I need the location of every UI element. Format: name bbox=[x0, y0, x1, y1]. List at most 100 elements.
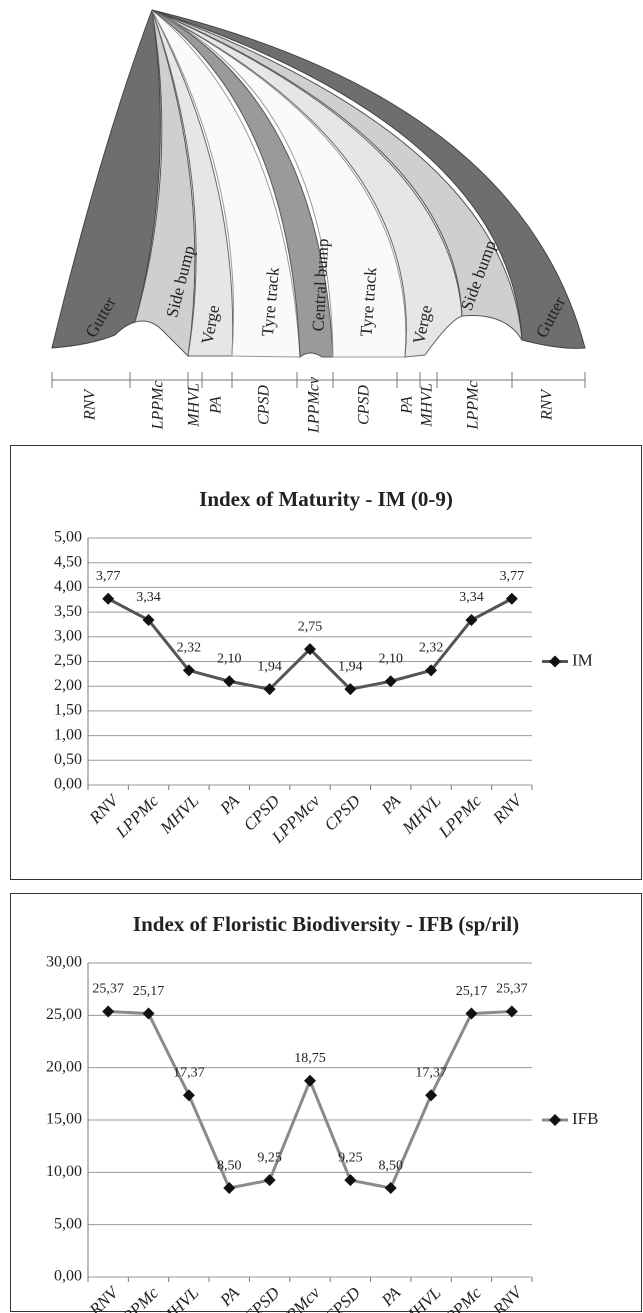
data-label: 25,17 bbox=[456, 984, 488, 999]
y-tick-label: 3,50 bbox=[54, 603, 82, 620]
legend-marker bbox=[549, 1114, 561, 1126]
segment-label: RNV bbox=[82, 388, 99, 421]
data-label: 3,34 bbox=[136, 590, 161, 605]
y-tick-label: 25,00 bbox=[46, 1006, 82, 1023]
region-label: Central bump bbox=[308, 238, 332, 332]
data-label: 25,37 bbox=[496, 982, 528, 997]
segment-label: MHVL bbox=[186, 383, 203, 428]
data-point bbox=[425, 664, 438, 677]
chart-title: Index of Floristic Biodiversity - IFB (s… bbox=[133, 912, 519, 936]
data-label: 3,77 bbox=[96, 569, 121, 584]
x-tick-label: RNV bbox=[489, 789, 528, 828]
segment-label: CPSD bbox=[356, 385, 373, 425]
y-tick-label: 0,00 bbox=[54, 776, 82, 793]
x-tick-label: LPPMc bbox=[111, 791, 162, 842]
x-tick-label: MHVL bbox=[398, 1283, 445, 1313]
segment-label: CPSD bbox=[256, 385, 273, 425]
y-tick-label: 10,00 bbox=[46, 1163, 82, 1180]
data-label: 8,50 bbox=[217, 1158, 242, 1173]
y-tick-label: 3,00 bbox=[54, 627, 82, 644]
data-label: 2,32 bbox=[177, 641, 202, 656]
data-label: 2,32 bbox=[419, 641, 444, 656]
segment-label: MHVL bbox=[419, 383, 436, 428]
legend-label: IFB bbox=[572, 1109, 598, 1128]
chart-frame bbox=[10, 893, 642, 1312]
segment-label: PA bbox=[399, 396, 416, 415]
data-point bbox=[505, 1005, 518, 1018]
data-label: 2,75 bbox=[298, 619, 323, 634]
data-point bbox=[344, 1174, 357, 1187]
x-tick-label: LPPMc bbox=[434, 791, 485, 842]
legend-marker bbox=[549, 655, 561, 668]
right-verge bbox=[151, 9, 463, 358]
left-gutter bbox=[51, 9, 161, 349]
series-line bbox=[108, 1009, 512, 1190]
y-tick-label: 2,00 bbox=[54, 677, 82, 694]
segment-label: LPPMcv bbox=[306, 376, 323, 434]
data-point bbox=[465, 614, 478, 627]
data-label: 18,75 bbox=[294, 1051, 326, 1066]
data-point bbox=[142, 1007, 155, 1020]
central-bump bbox=[151, 9, 334, 359]
x-tick-label: MHVL bbox=[156, 791, 203, 838]
data-label: 3,77 bbox=[500, 569, 525, 584]
x-tick-label: PA bbox=[216, 1283, 244, 1311]
data-label: 1,94 bbox=[257, 659, 282, 674]
region-label: Tyre track bbox=[357, 266, 381, 337]
data-label: 9,25 bbox=[257, 1150, 282, 1165]
chart-frame bbox=[10, 445, 642, 880]
x-tick-label: RNV bbox=[85, 1281, 124, 1313]
data-label: 1,94 bbox=[338, 659, 363, 674]
data-label: 3,34 bbox=[459, 590, 484, 605]
y-tick-label: 5,00 bbox=[54, 1215, 82, 1232]
data-label: 25,37 bbox=[92, 982, 124, 997]
data-point bbox=[505, 592, 518, 605]
y-tick-label: 5,00 bbox=[54, 529, 82, 546]
x-tick-label: PA bbox=[216, 791, 244, 819]
data-label: 2,10 bbox=[378, 651, 403, 666]
y-tick-label: 0,50 bbox=[54, 751, 82, 768]
y-tick-label: 30,00 bbox=[46, 954, 82, 971]
y-tick-label: 4,50 bbox=[54, 553, 82, 570]
data-point bbox=[182, 664, 195, 677]
data-point bbox=[465, 1007, 478, 1020]
y-tick-label: 0,00 bbox=[54, 1268, 82, 1285]
x-tick-label: PA bbox=[377, 791, 405, 819]
segment-label: PA bbox=[208, 396, 225, 415]
data-point bbox=[384, 675, 397, 688]
data-label: 2,10 bbox=[217, 651, 242, 666]
segment-label: LPPMc bbox=[465, 381, 482, 431]
y-tick-label: 2,50 bbox=[54, 652, 82, 669]
data-point bbox=[344, 683, 357, 696]
y-tick-label: 4,00 bbox=[54, 578, 82, 595]
x-tick-label: PA bbox=[377, 1283, 405, 1311]
segment-ticks bbox=[51, 372, 586, 388]
data-label: 17,37 bbox=[173, 1065, 205, 1080]
right-gutter bbox=[151, 9, 586, 349]
y-tick-label: 15,00 bbox=[46, 1111, 82, 1128]
data-point bbox=[102, 1005, 115, 1018]
data-point bbox=[142, 614, 155, 627]
y-tick-label: 1,50 bbox=[54, 702, 82, 719]
data-point bbox=[304, 643, 316, 656]
y-tick-label: 20,00 bbox=[46, 1058, 82, 1075]
chart-title: Index of Maturity - IM (0-9) bbox=[199, 487, 453, 511]
data-label: 25,17 bbox=[133, 984, 165, 999]
x-tick-label: CPSD bbox=[320, 791, 364, 835]
data-point bbox=[384, 1182, 397, 1195]
segment-label: LPPMc bbox=[150, 381, 167, 431]
data-label: 9,25 bbox=[338, 1150, 363, 1165]
x-tick-label: CPSD bbox=[320, 1283, 364, 1313]
data-point bbox=[223, 1182, 236, 1195]
data-point bbox=[425, 1089, 438, 1102]
data-point bbox=[223, 675, 236, 688]
legend-label: IM bbox=[572, 650, 593, 669]
left-side-bump bbox=[134, 9, 196, 358]
right-side-bump bbox=[151, 9, 523, 341]
x-tick-label: RNV bbox=[489, 1281, 528, 1313]
x-tick-label: CPSD bbox=[240, 1283, 284, 1313]
segment-label: RNV bbox=[539, 388, 556, 421]
data-point bbox=[263, 1174, 276, 1187]
road-diagram: Gutter Side bump Verge Tyre track Centra… bbox=[51, 9, 586, 434]
